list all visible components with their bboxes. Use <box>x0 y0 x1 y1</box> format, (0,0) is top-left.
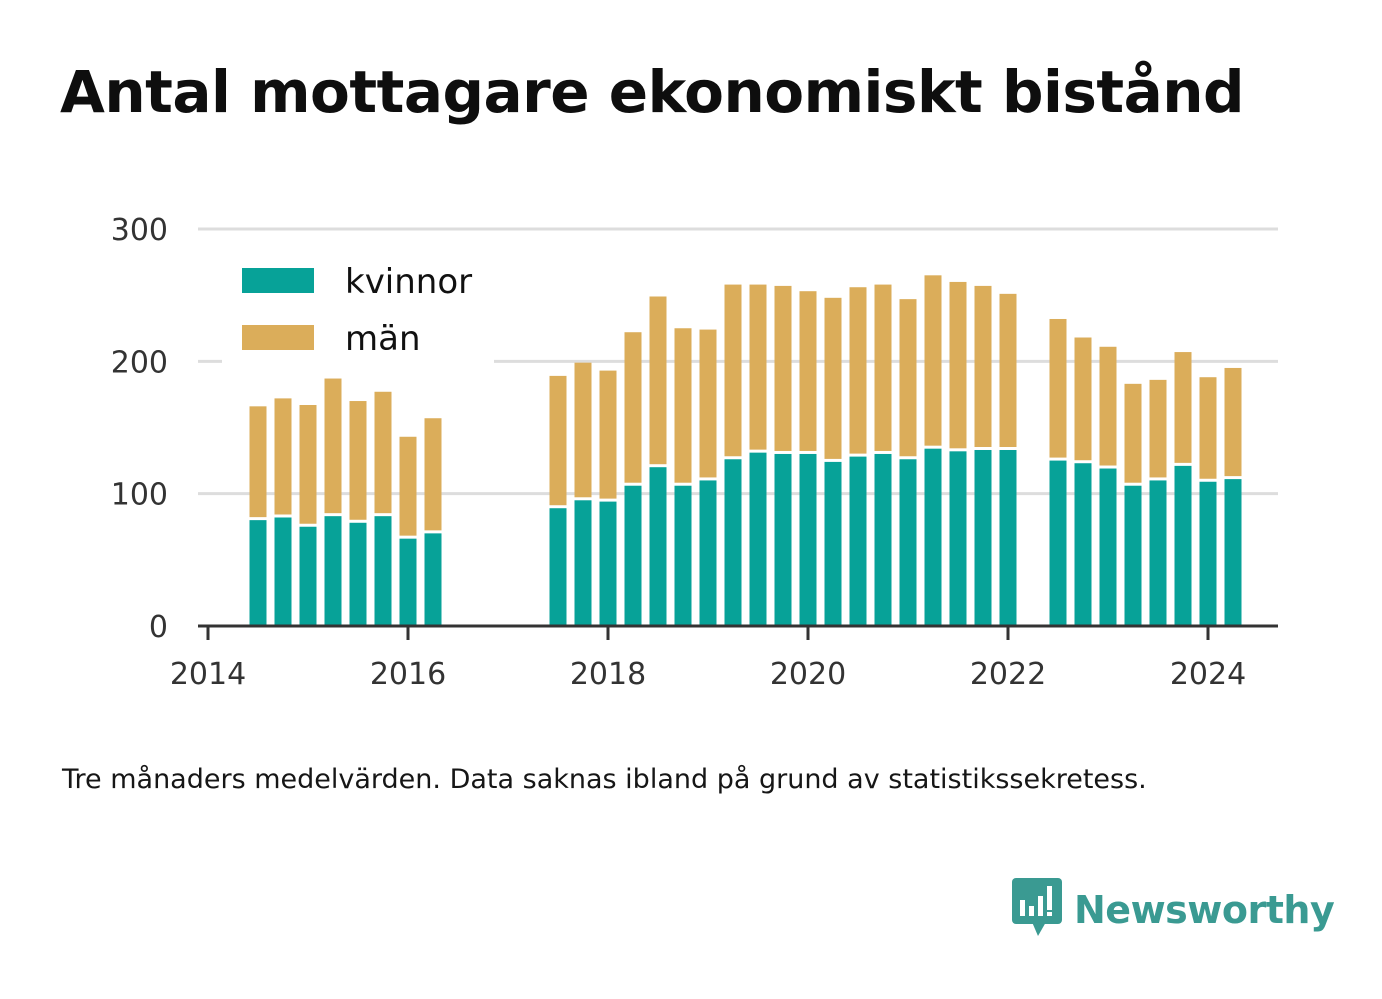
bar-man <box>874 284 892 451</box>
bar-man <box>674 328 692 483</box>
bar-kvinnor <box>924 448 942 626</box>
bar-kvinnor <box>999 449 1017 626</box>
bar-kvinnor <box>374 516 392 626</box>
bar-kvinnor <box>1099 468 1117 626</box>
bar-kvinnor <box>424 533 442 626</box>
bar-kvinnor <box>274 517 292 626</box>
bar-kvinnor <box>774 453 792 626</box>
x-tick-label: 2016 <box>370 657 446 692</box>
bar-kvinnor <box>724 459 742 626</box>
bar-man <box>1124 383 1142 483</box>
bar-kvinnor <box>799 453 817 626</box>
bar-kvinnor <box>674 485 692 626</box>
bar-man <box>324 378 342 514</box>
y-tick-label: 100 <box>111 478 168 513</box>
stacked-bar-chart: 0 100 200 300 2014 2016 2018 2020 2022 2024 kvin… <box>111 213 1278 692</box>
legend: kvinnor män <box>222 255 494 367</box>
bar-man <box>899 299 917 457</box>
bar-kvinnor <box>399 538 417 626</box>
bar-kvinnor <box>849 456 867 626</box>
chart-title: Antal mottagare ekonomiskt bistånd <box>60 58 1245 126</box>
chart-caption: Tre månaders medelvärden. Data saknas ib… <box>62 764 1147 795</box>
bar-man <box>624 332 642 483</box>
y-tick-label: 300 <box>111 213 168 248</box>
bar-man <box>374 391 392 514</box>
bar-man <box>724 284 742 457</box>
legend-label-kvinnor: kvinnor <box>345 262 472 302</box>
bar-man <box>424 418 442 531</box>
bar-kvinnor <box>749 452 767 626</box>
bar-man <box>1149 379 1167 478</box>
bar-kvinnor <box>699 480 717 626</box>
bar-man <box>349 401 367 520</box>
bar-kvinnor <box>624 485 642 626</box>
bar-man <box>774 285 792 451</box>
bar-man <box>974 285 992 447</box>
bar-man <box>549 375 567 506</box>
brand: Newsworthy <box>1012 878 1335 942</box>
bar-kvinnor <box>349 522 367 626</box>
bar-kvinnor <box>1049 460 1067 626</box>
legend-label-man: män <box>345 319 421 359</box>
bar-kvinnor <box>824 461 842 626</box>
bar-man <box>299 405 317 524</box>
bar-kvinnor <box>899 459 917 626</box>
bar-kvinnor <box>649 467 667 626</box>
bar-kvinnor <box>1074 463 1092 626</box>
bar-man <box>1174 352 1192 463</box>
bar-kvinnor <box>949 451 967 626</box>
bar-man <box>999 293 1017 447</box>
bar-kvinnor <box>299 526 317 626</box>
bar-man <box>599 370 617 499</box>
bar-kvinnor <box>249 520 267 626</box>
bar-man <box>824 297 842 459</box>
bar-kvinnor <box>1174 465 1192 626</box>
bar-man <box>849 287 867 454</box>
bar-man <box>249 406 267 518</box>
bar-kvinnor <box>574 500 592 626</box>
y-tick-label: 200 <box>111 345 168 380</box>
legend-swatch-kvinnor <box>242 268 314 293</box>
x-tick-label: 2024 <box>1170 657 1246 692</box>
bar-man <box>1099 346 1117 466</box>
x-tick-label: 2022 <box>970 657 1046 692</box>
bar-kvinnor <box>1199 481 1217 626</box>
bar-man <box>799 291 817 451</box>
bar-kvinnor <box>324 516 342 626</box>
legend-swatch-man <box>242 325 314 350</box>
newsworthy-logo-icon <box>1012 878 1064 942</box>
bar-kvinnor <box>1224 479 1242 626</box>
bars <box>249 275 1242 626</box>
bar-man <box>699 329 717 478</box>
x-axis: 2014 2016 2018 2020 2022 2024 <box>170 624 1278 692</box>
bar-kvinnor <box>974 449 992 626</box>
bar-man <box>574 362 592 498</box>
bar-kvinnor <box>599 501 617 626</box>
bar-man <box>649 296 667 465</box>
y-tick-label: 0 <box>149 610 168 645</box>
brand-name: Newsworthy <box>1074 888 1335 932</box>
x-tick-label: 2020 <box>770 657 846 692</box>
x-tick-label: 2018 <box>570 657 646 692</box>
bar-man <box>274 398 292 515</box>
bar-kvinnor <box>549 508 567 626</box>
bar-kvinnor <box>874 453 892 626</box>
bar-man <box>924 275 942 446</box>
bar-man <box>949 281 967 449</box>
bar-man <box>1074 337 1092 461</box>
bar-kvinnor <box>1124 485 1142 626</box>
x-tick-label: 2014 <box>170 657 246 692</box>
bar-kvinnor <box>1149 480 1167 626</box>
bar-man <box>1049 318 1067 458</box>
bar-man <box>1199 377 1217 479</box>
y-axis-ticks: 0 100 200 300 <box>111 213 168 645</box>
bar-man <box>1224 367 1242 477</box>
bar-man <box>399 436 417 536</box>
bar-man <box>749 284 767 450</box>
